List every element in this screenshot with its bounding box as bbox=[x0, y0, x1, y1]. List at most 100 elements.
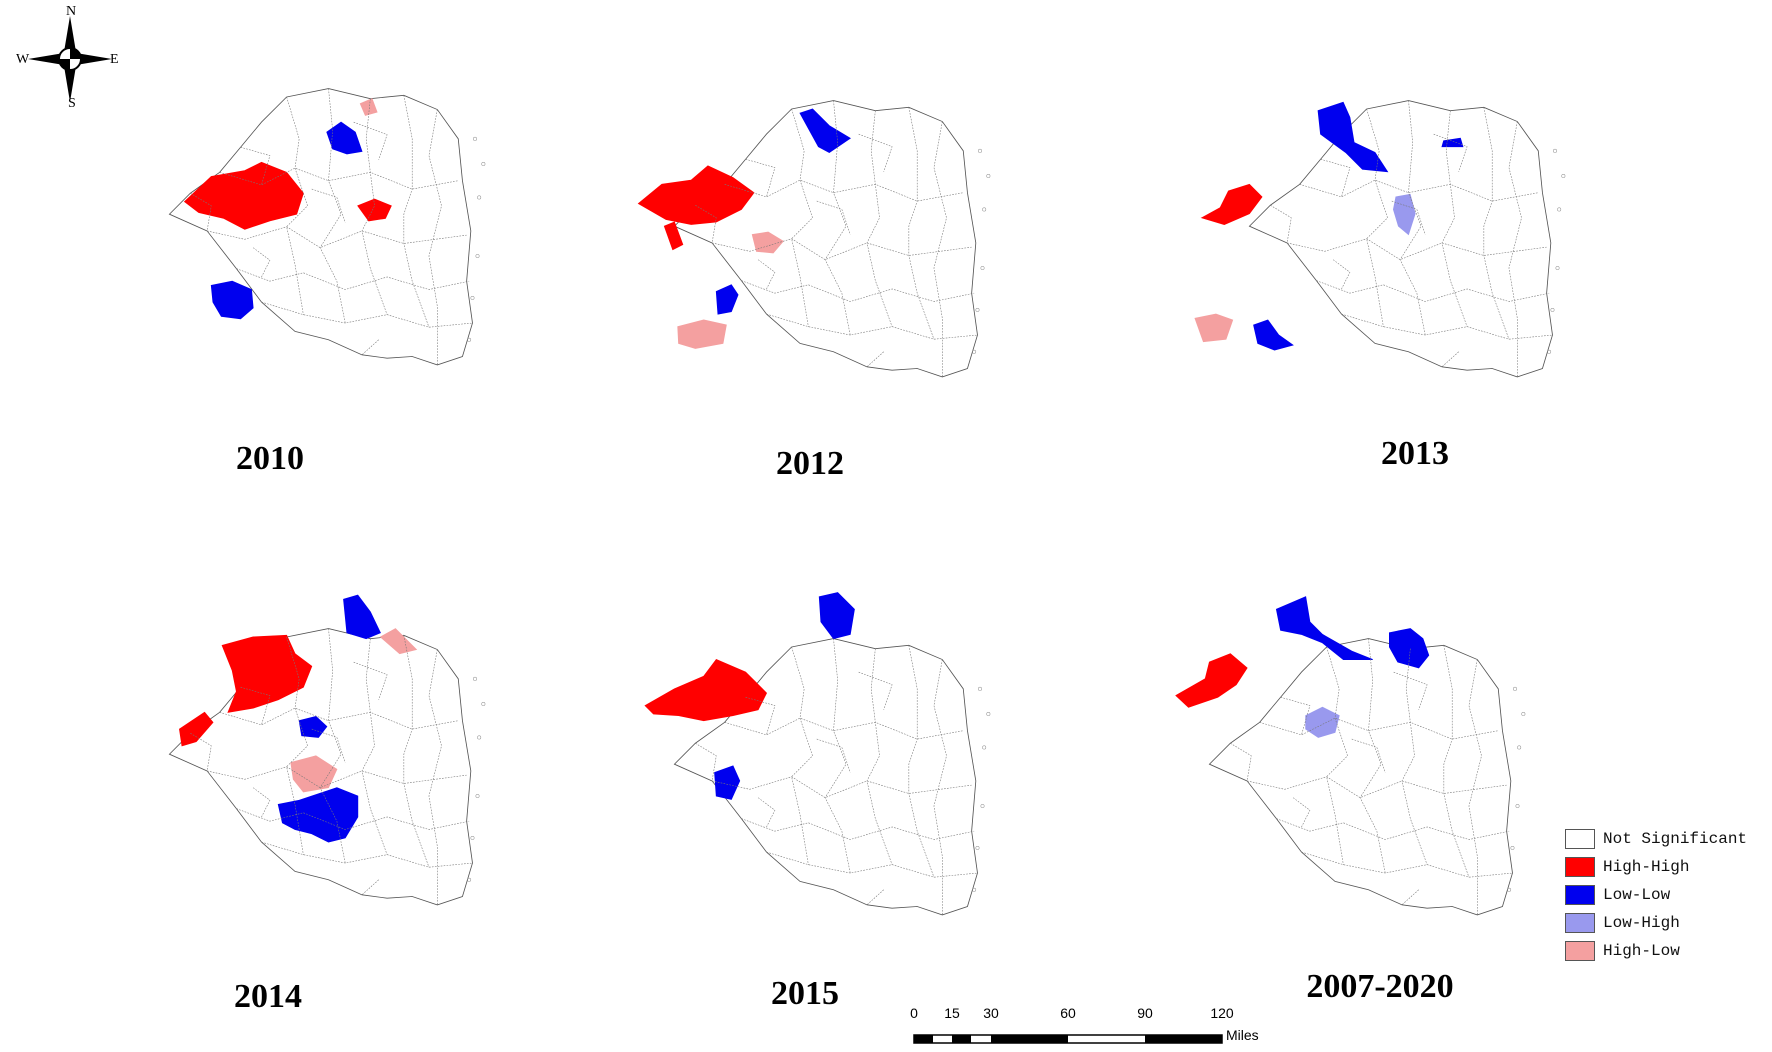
cluster-region bbox=[644, 659, 768, 722]
map-svg bbox=[1194, 100, 1566, 378]
county-boundary bbox=[766, 313, 978, 340]
county-boundary bbox=[311, 728, 346, 763]
island-outline bbox=[473, 136, 477, 141]
county-boundary bbox=[866, 889, 884, 906]
county-boundary bbox=[1316, 280, 1550, 302]
cluster-region bbox=[298, 716, 328, 738]
island-outline bbox=[1515, 804, 1520, 808]
cluster-region bbox=[1389, 628, 1430, 669]
year-label-2014: 2014 bbox=[234, 978, 302, 1015]
legend-swatch bbox=[1565, 829, 1595, 849]
county-boundary bbox=[1508, 121, 1522, 377]
cluster-region bbox=[715, 284, 739, 315]
county-boundary bbox=[1280, 696, 1311, 735]
cluster-region bbox=[1200, 183, 1263, 225]
county-boundary bbox=[1320, 158, 1351, 197]
legend-item-low-high: Low-High bbox=[1565, 909, 1747, 937]
scale-tick-label: 60 bbox=[1060, 1005, 1076, 1021]
legend-label: High-Low bbox=[1603, 942, 1680, 960]
map-panel-2007-2020 bbox=[1125, 580, 1545, 940]
cluster-region bbox=[818, 592, 855, 640]
county-boundary bbox=[361, 339, 379, 356]
island-outline bbox=[978, 148, 982, 153]
cluster-region bbox=[1194, 313, 1234, 343]
county-boundary bbox=[858, 133, 893, 172]
county-boundary bbox=[1441, 351, 1459, 368]
county-boundary bbox=[757, 797, 776, 828]
county-boundary bbox=[1230, 743, 1252, 781]
year-label-2015: 2015 bbox=[771, 975, 839, 1012]
island-outline bbox=[467, 337, 472, 342]
county-boundary bbox=[1270, 205, 1292, 243]
legend-swatch bbox=[1565, 885, 1595, 905]
island-outline bbox=[475, 254, 480, 258]
province-outline bbox=[168, 88, 473, 366]
county-boundary bbox=[1401, 889, 1419, 906]
county-boundary bbox=[1351, 738, 1386, 773]
county-boundary bbox=[1366, 108, 1388, 327]
island-outline bbox=[972, 887, 977, 892]
county-boundary bbox=[353, 121, 388, 160]
legend-label: Not Significant bbox=[1603, 830, 1748, 848]
county-boundary bbox=[745, 158, 776, 197]
legend-item-high-high: High-High bbox=[1565, 853, 1747, 881]
island-outline bbox=[1547, 349, 1552, 354]
county-boundary bbox=[1399, 100, 1426, 336]
legend-swatch bbox=[1565, 857, 1595, 877]
county-boundary bbox=[428, 649, 442, 905]
cluster-region bbox=[1392, 193, 1416, 236]
cluster-region bbox=[1305, 706, 1340, 738]
map-panel-2010 bbox=[85, 30, 505, 390]
cluster-region bbox=[179, 711, 214, 747]
map-panel-2015 bbox=[590, 580, 1010, 940]
cluster-region bbox=[326, 121, 363, 155]
province-outline bbox=[1208, 638, 1513, 916]
cluster-region bbox=[221, 634, 313, 713]
county-boundary bbox=[319, 88, 346, 324]
cluster-region bbox=[663, 221, 684, 251]
scale-tick-label: 15 bbox=[944, 1005, 960, 1021]
island-outline bbox=[975, 307, 980, 312]
island-outline bbox=[1510, 845, 1515, 850]
county-boundary bbox=[824, 100, 851, 336]
county-boundary bbox=[757, 259, 776, 290]
compass-south-label: S bbox=[68, 96, 76, 111]
cluster-region bbox=[1175, 653, 1248, 708]
island-outline bbox=[1557, 207, 1562, 212]
cluster-region bbox=[677, 319, 727, 349]
county-boundary bbox=[240, 686, 271, 725]
map-panel-2012 bbox=[590, 42, 1010, 402]
island-outline bbox=[481, 702, 486, 706]
legend-label: High-High bbox=[1603, 858, 1690, 876]
island-outline bbox=[986, 174, 991, 178]
island-outline bbox=[1517, 745, 1522, 750]
county-boundary bbox=[1393, 671, 1428, 710]
county-boundary bbox=[311, 188, 346, 223]
county-boundary bbox=[252, 787, 271, 818]
map-panel-2014 bbox=[85, 570, 505, 930]
compass-rose-icon bbox=[28, 16, 112, 102]
county-boundary bbox=[791, 646, 813, 865]
scale-tick-label: 120 bbox=[1210, 1005, 1234, 1021]
county-boundary bbox=[1292, 797, 1311, 828]
county-boundary bbox=[286, 636, 308, 855]
island-outline bbox=[477, 735, 482, 740]
compass-north-label: N bbox=[66, 4, 77, 19]
scale-tick-label: 90 bbox=[1137, 1005, 1153, 1021]
island-outline bbox=[470, 295, 475, 300]
county-boundary bbox=[858, 671, 893, 710]
county-boundary bbox=[361, 879, 379, 896]
county-boundary bbox=[908, 107, 935, 340]
legend-item-not-significant: Not Significant bbox=[1565, 825, 1747, 853]
county-boundary bbox=[261, 841, 473, 868]
island-outline bbox=[980, 804, 985, 808]
county-boundary bbox=[286, 96, 308, 315]
county-boundary bbox=[353, 661, 388, 700]
scale-tick-label: 30 bbox=[983, 1005, 999, 1021]
county-boundary bbox=[1326, 646, 1348, 865]
island-outline bbox=[980, 266, 985, 270]
map-svg bbox=[168, 594, 486, 906]
cluster-region bbox=[357, 198, 392, 222]
legend-item-low-low: Low-Low bbox=[1565, 881, 1747, 909]
legend-swatch bbox=[1565, 941, 1595, 961]
